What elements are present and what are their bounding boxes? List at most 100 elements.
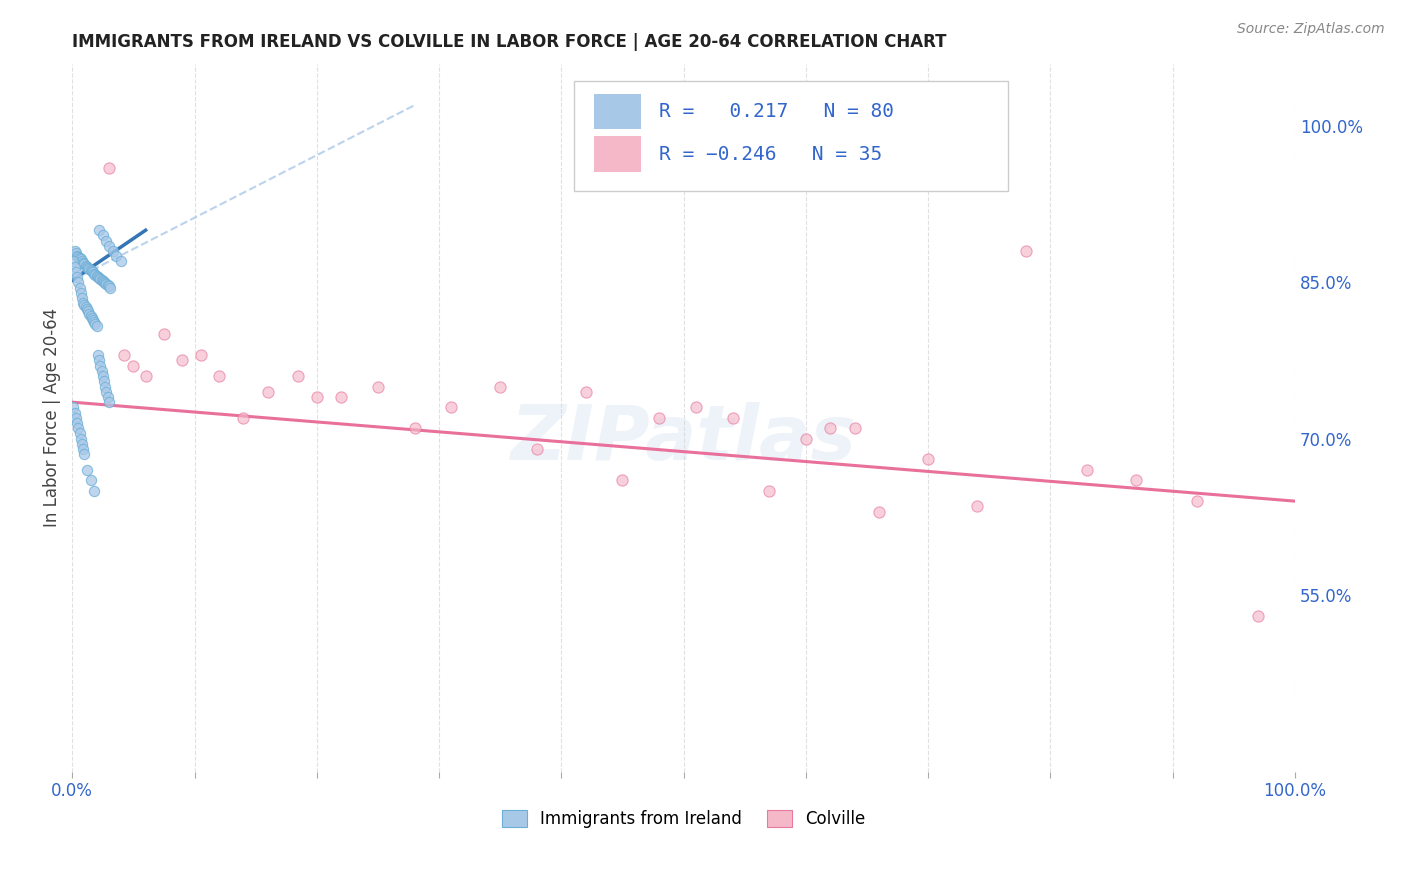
Point xyxy=(97,161,120,175)
Point xyxy=(1076,463,1098,477)
Point xyxy=(93,374,115,388)
Point xyxy=(72,255,94,269)
Point xyxy=(685,401,707,415)
Point xyxy=(91,228,114,243)
Point xyxy=(844,421,866,435)
Point xyxy=(69,285,91,300)
Point xyxy=(67,276,90,290)
Point xyxy=(97,279,120,293)
Point xyxy=(72,296,94,310)
Point xyxy=(758,483,780,498)
Bar xyxy=(595,136,641,172)
Point xyxy=(76,463,98,477)
Point xyxy=(94,277,117,291)
Point xyxy=(65,410,87,425)
Point xyxy=(820,421,842,435)
Point xyxy=(966,500,988,514)
Point xyxy=(62,401,84,415)
Point xyxy=(440,401,463,415)
Point xyxy=(63,244,86,258)
Point xyxy=(62,254,84,268)
Point xyxy=(86,268,108,283)
Point xyxy=(65,246,87,260)
Point xyxy=(76,260,98,274)
Point xyxy=(1015,244,1038,258)
Point xyxy=(101,244,124,258)
Point xyxy=(63,406,86,420)
Point xyxy=(97,390,120,404)
Point xyxy=(287,369,309,384)
Point xyxy=(98,280,121,294)
Point xyxy=(79,262,101,277)
Point xyxy=(97,278,120,293)
Point xyxy=(257,384,280,399)
Point xyxy=(135,369,157,384)
Point xyxy=(93,276,115,290)
Point xyxy=(63,260,86,274)
Point xyxy=(190,348,212,362)
Point xyxy=(69,426,91,441)
Point xyxy=(105,249,128,263)
Point xyxy=(96,384,118,399)
Point xyxy=(66,249,89,263)
Point xyxy=(69,252,91,266)
Point xyxy=(122,359,145,373)
Point xyxy=(89,271,111,285)
Point xyxy=(1125,473,1147,487)
Point xyxy=(90,273,112,287)
Point xyxy=(79,307,101,321)
Point xyxy=(868,504,890,518)
Point xyxy=(489,379,512,393)
Point xyxy=(330,390,353,404)
Point xyxy=(91,369,114,384)
Point xyxy=(89,359,111,373)
Point xyxy=(1185,494,1208,508)
Text: R =   0.217   N = 80: R = 0.217 N = 80 xyxy=(659,103,894,121)
Point xyxy=(96,277,118,292)
Legend: Immigrants from Ireland, Colville: Immigrants from Ireland, Colville xyxy=(495,803,872,835)
Point xyxy=(86,319,108,334)
Point xyxy=(83,267,105,281)
Point xyxy=(794,432,817,446)
Point xyxy=(87,348,110,362)
Point xyxy=(83,315,105,329)
Point xyxy=(75,259,97,273)
Point xyxy=(65,265,87,279)
Point xyxy=(69,252,91,267)
Point xyxy=(70,291,93,305)
FancyBboxPatch shape xyxy=(574,81,1008,191)
Point xyxy=(172,353,194,368)
Point xyxy=(73,256,96,270)
Y-axis label: In Labor Force | Age 20-64: In Labor Force | Age 20-64 xyxy=(44,309,60,527)
Point xyxy=(91,274,114,288)
Point xyxy=(69,280,91,294)
Point xyxy=(90,364,112,378)
Point xyxy=(94,379,117,393)
Point xyxy=(110,254,132,268)
Point xyxy=(84,268,107,282)
Point xyxy=(208,369,231,384)
Bar xyxy=(595,94,641,129)
Point xyxy=(1247,608,1270,623)
Point xyxy=(77,304,100,318)
Point xyxy=(82,265,104,279)
Point xyxy=(77,260,100,275)
Point xyxy=(97,239,120,253)
Point xyxy=(112,348,135,362)
Point xyxy=(73,298,96,312)
Point xyxy=(80,310,103,325)
Point xyxy=(526,442,548,456)
Point xyxy=(612,473,634,487)
Point xyxy=(72,442,94,456)
Point xyxy=(89,353,111,368)
Point xyxy=(917,452,939,467)
Point xyxy=(79,309,101,323)
Point xyxy=(76,302,98,317)
Point xyxy=(89,223,111,237)
Text: Source: ZipAtlas.com: Source: ZipAtlas.com xyxy=(1237,22,1385,37)
Point xyxy=(575,384,598,399)
Point xyxy=(87,270,110,285)
Point xyxy=(66,416,89,430)
Point xyxy=(367,379,389,393)
Point xyxy=(69,432,91,446)
